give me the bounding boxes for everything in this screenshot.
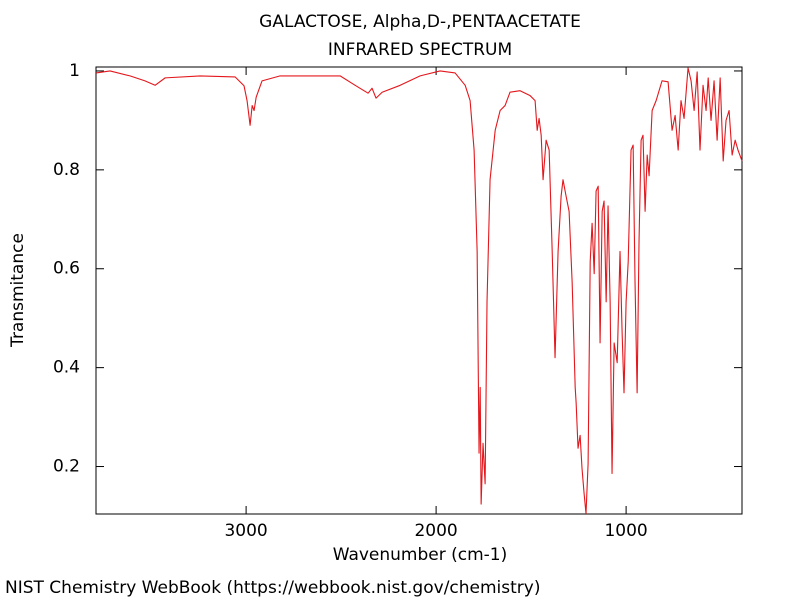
plot-frame xyxy=(95,66,743,515)
footer: NIST Chemistry WebBook (https://webbook.… xyxy=(5,578,540,598)
y-tick-label: 1 xyxy=(69,61,80,81)
x-tick-label: 1000 xyxy=(604,521,647,541)
y-tick-label: 0.2 xyxy=(53,457,80,477)
y-tick-label: 0.6 xyxy=(53,259,80,279)
spectrum-line xyxy=(96,67,743,515)
y-tick-label: 0.4 xyxy=(53,358,80,378)
chart-title: GALACTOSE, Alpha,D-,PENTAACETATE xyxy=(259,12,581,32)
x-tick-label: 2000 xyxy=(414,521,457,541)
x-axis-label: Wavenumber (cm-1) xyxy=(333,545,508,565)
y-axis-label: Transmitance xyxy=(8,233,28,348)
x-tick-label: 3000 xyxy=(224,521,267,541)
chart-subtitle: INFRARED SPECTRUM xyxy=(328,40,512,60)
y-tick-label: 0.8 xyxy=(53,160,80,180)
